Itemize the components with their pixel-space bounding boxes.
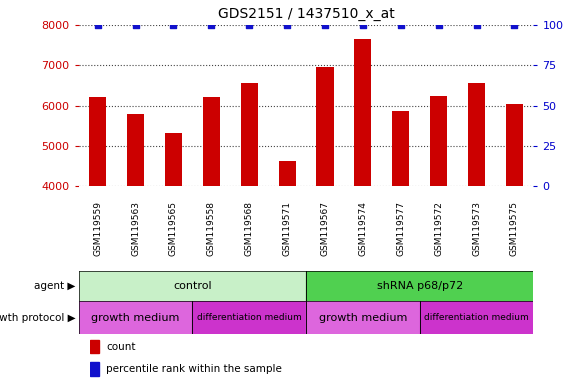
Text: GSM119568: GSM119568 bbox=[245, 201, 254, 256]
Bar bbox=[306, 271, 533, 301]
Title: GDS2151 / 1437510_x_at: GDS2151 / 1437510_x_at bbox=[217, 7, 395, 21]
Bar bbox=[392, 111, 409, 186]
Text: count: count bbox=[106, 341, 136, 351]
Bar bbox=[420, 301, 533, 334]
Text: GSM119567: GSM119567 bbox=[321, 201, 329, 256]
Point bbox=[472, 22, 482, 28]
Bar bbox=[279, 161, 296, 186]
Point bbox=[283, 22, 292, 28]
Text: differentiation medium: differentiation medium bbox=[197, 313, 301, 322]
Point bbox=[131, 22, 141, 28]
Text: GSM119571: GSM119571 bbox=[283, 201, 292, 256]
Text: growth medium: growth medium bbox=[319, 313, 407, 323]
Bar bbox=[506, 104, 523, 186]
Bar bbox=[354, 39, 371, 186]
Point bbox=[434, 22, 443, 28]
Text: GSM119563: GSM119563 bbox=[131, 201, 140, 256]
Bar bbox=[90, 362, 99, 376]
Point bbox=[206, 22, 216, 28]
Point bbox=[245, 22, 254, 28]
Bar bbox=[241, 83, 258, 186]
Point bbox=[169, 22, 178, 28]
Text: GSM119575: GSM119575 bbox=[510, 201, 519, 256]
Bar bbox=[192, 301, 306, 334]
Text: percentile rank within the sample: percentile rank within the sample bbox=[106, 364, 282, 374]
Point bbox=[396, 22, 406, 28]
Bar bbox=[306, 301, 420, 334]
Text: growth protocol ▶: growth protocol ▶ bbox=[0, 313, 76, 323]
Bar bbox=[89, 97, 106, 186]
Text: GSM119573: GSM119573 bbox=[472, 201, 481, 256]
Text: GSM119558: GSM119558 bbox=[207, 201, 216, 256]
Bar bbox=[317, 67, 333, 186]
Point bbox=[358, 22, 368, 28]
Point bbox=[321, 22, 330, 28]
Bar bbox=[165, 133, 182, 186]
Text: agent ▶: agent ▶ bbox=[34, 281, 76, 291]
Text: growth medium: growth medium bbox=[92, 313, 180, 323]
Text: control: control bbox=[173, 281, 212, 291]
Text: GSM119565: GSM119565 bbox=[169, 201, 178, 256]
Bar bbox=[468, 83, 485, 186]
Text: differentiation medium: differentiation medium bbox=[424, 313, 529, 322]
Point bbox=[93, 22, 103, 28]
Bar bbox=[90, 339, 99, 353]
Bar bbox=[127, 114, 144, 186]
Text: GSM119559: GSM119559 bbox=[93, 201, 102, 256]
Text: GSM119577: GSM119577 bbox=[396, 201, 405, 256]
Bar bbox=[79, 301, 192, 334]
Text: GSM119572: GSM119572 bbox=[434, 201, 443, 256]
Bar bbox=[79, 271, 306, 301]
Text: shRNA p68/p72: shRNA p68/p72 bbox=[377, 281, 463, 291]
Bar bbox=[203, 97, 220, 186]
Text: GSM119574: GSM119574 bbox=[359, 201, 367, 256]
Bar bbox=[430, 96, 447, 186]
Point bbox=[510, 22, 519, 28]
